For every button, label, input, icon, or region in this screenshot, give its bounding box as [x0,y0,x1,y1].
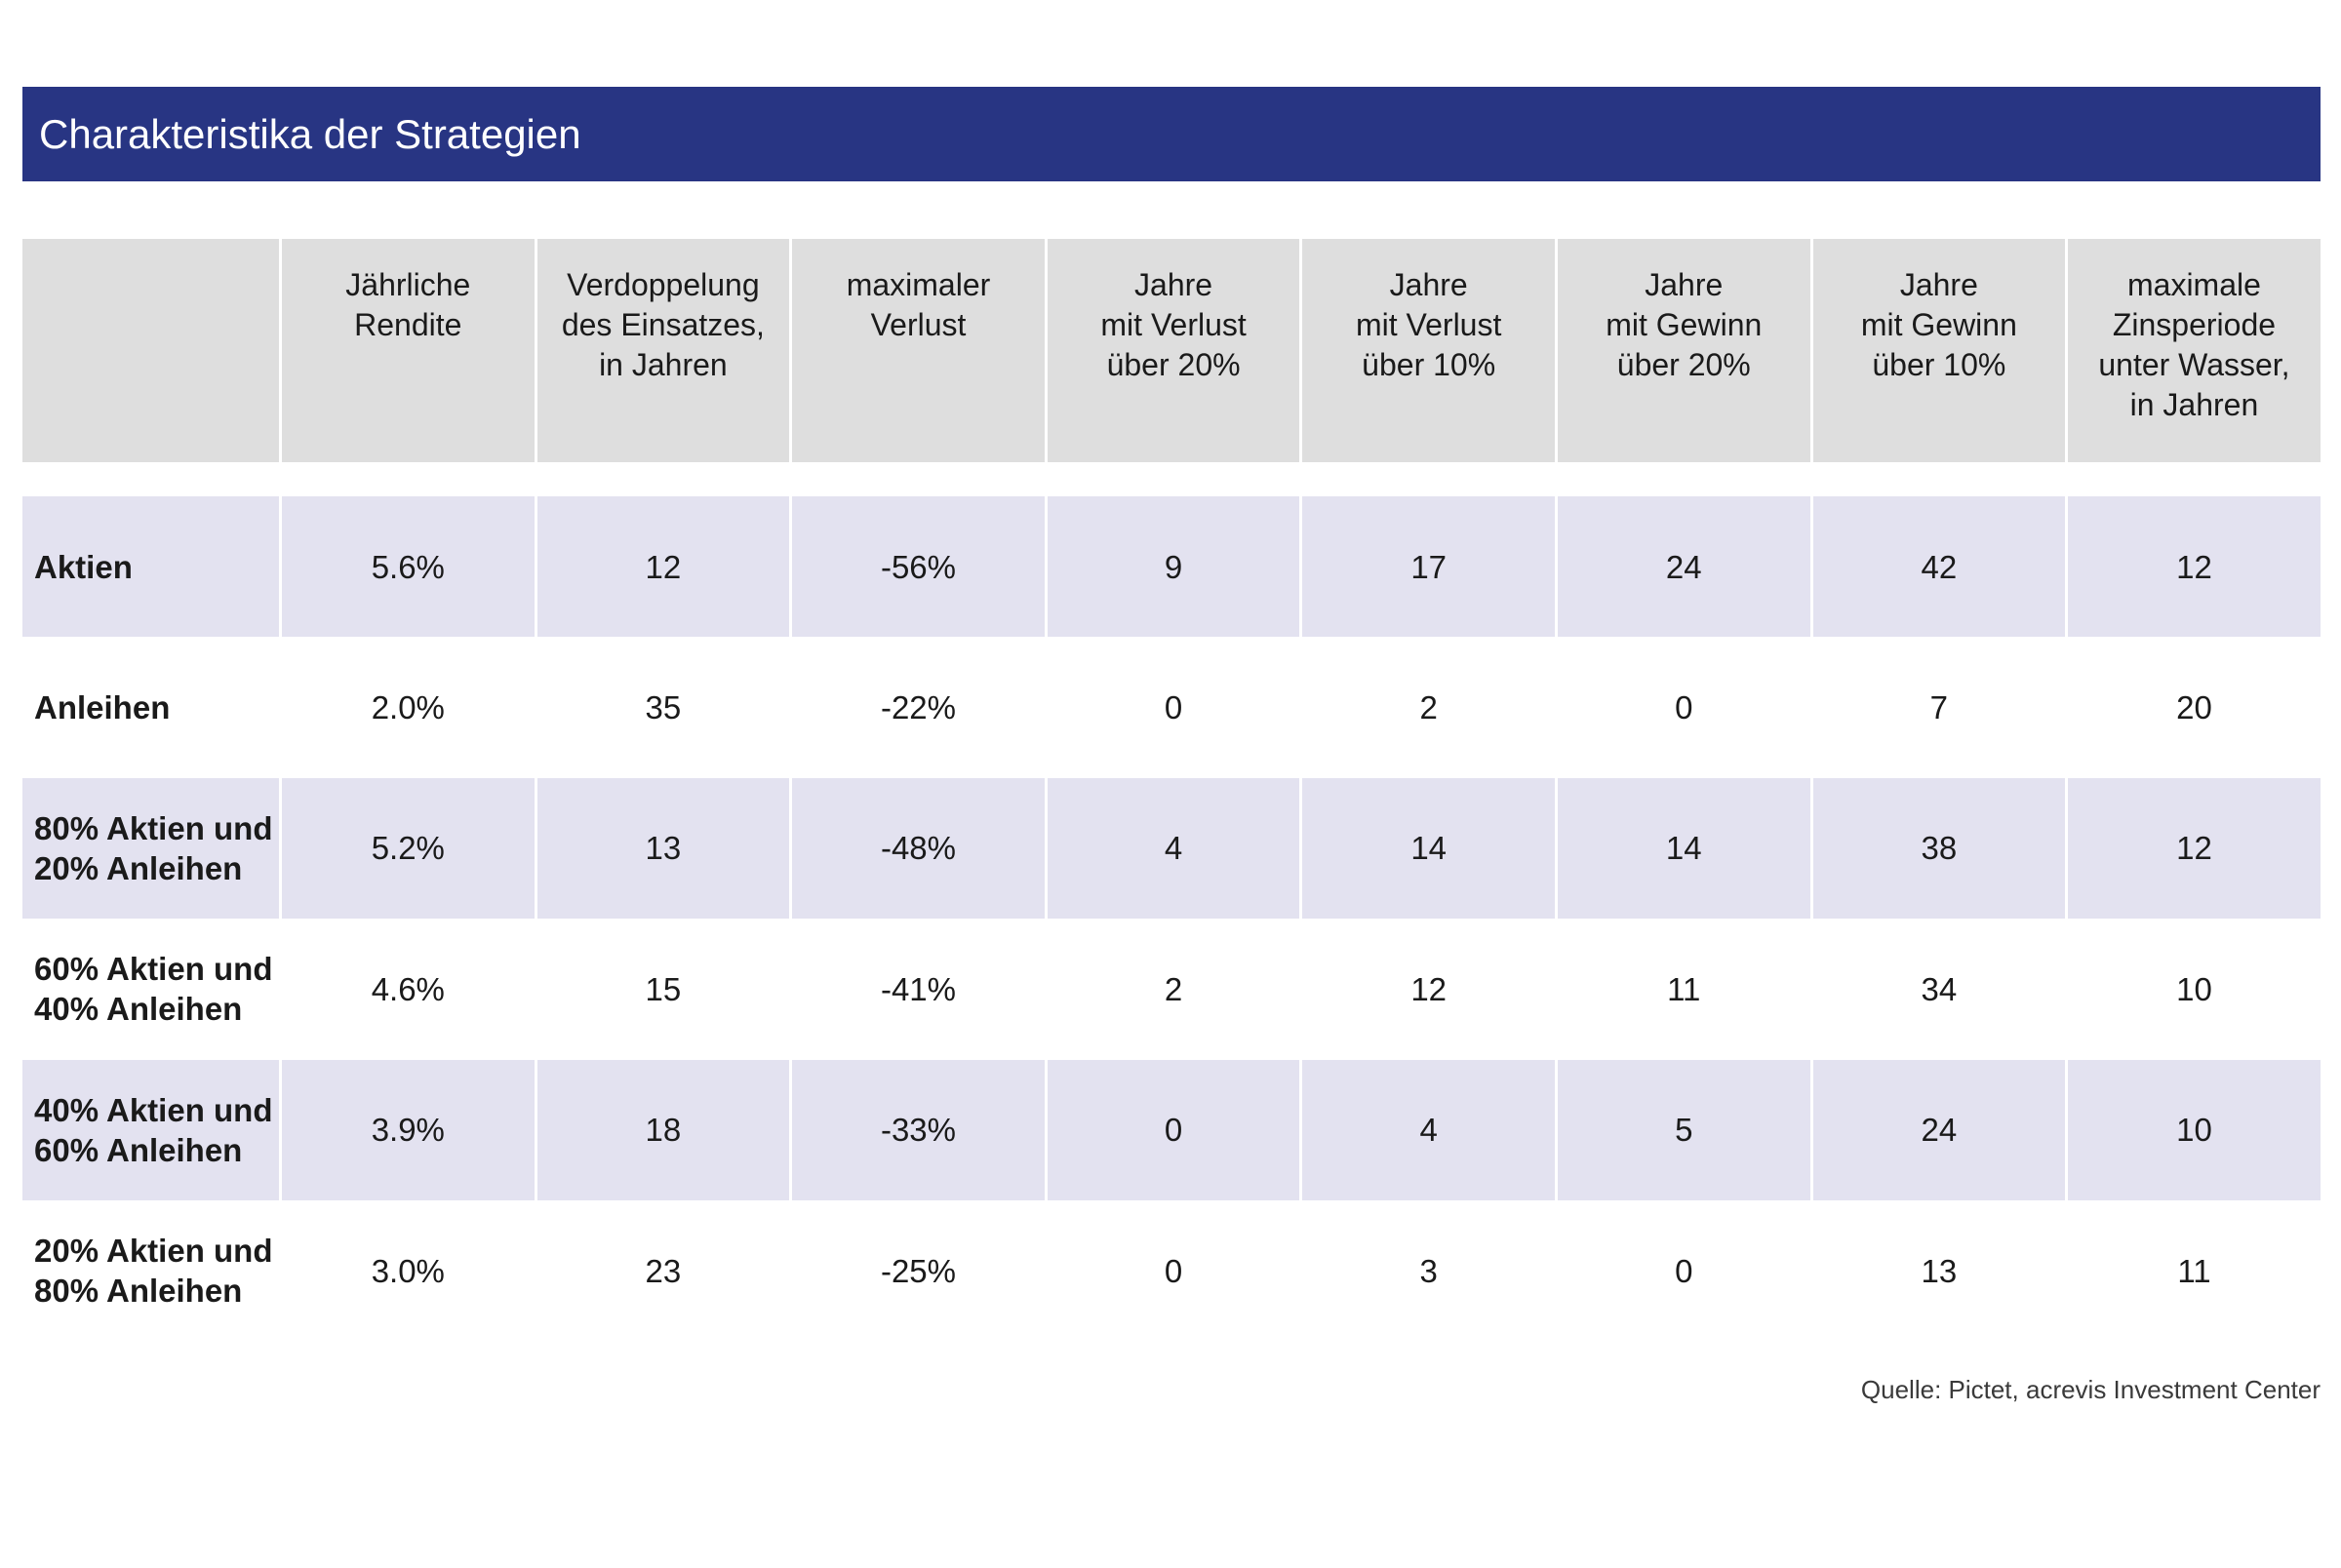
table-cell: 17 [1299,496,1555,638]
table-cell: 14 [1299,777,1555,920]
column-header: maximale Zinsperiode unter Wasser, in Ja… [2065,239,2321,462]
table-cell: -22% [789,637,1045,778]
table-row: Aktien 5.6% 12 -56% 9 17 24 42 12 [22,496,2321,638]
table-cell: 7 [1809,637,2066,778]
header-spacer [22,462,2321,496]
table-title-bar: Charakteristika der Strategien [22,87,2321,181]
table-cell: 24 [1809,1059,2066,1200]
table-cell: 0 [1554,1199,1810,1342]
table-cell: 34 [1809,919,2066,1060]
table-cell: 23 [534,1199,790,1342]
table-cell: 3.9% [279,1059,535,1200]
table-cell: 42 [1809,496,2066,638]
table-cell: -25% [789,1199,1045,1342]
column-header: Jährliche Rendite [279,239,535,462]
table-cell: 9 [1044,496,1300,638]
table-cell: 4 [1299,1059,1555,1200]
table-cell: 4 [1044,777,1300,920]
column-header: Jahre mit Verlust über 20% [1044,239,1300,462]
table-cell: -56% [789,496,1045,638]
table-cell: -48% [789,777,1045,920]
header-corner-cell [22,239,279,462]
table-cell: 12 [534,496,790,638]
table-cell: 20 [2065,637,2321,778]
row-label: Aktien [22,496,279,638]
column-header: Jahre mit Gewinn über 20% [1554,239,1810,462]
table-row: Anleihen 2.0% 35 -22% 0 2 0 7 20 [22,637,2321,778]
row-label: 20% Aktien und 80% Anleihen [34,1233,273,1310]
table-cell: -41% [789,919,1045,1060]
table-cell: 10 [2065,919,2321,1060]
table-cell: 0 [1044,1059,1300,1200]
table-title: Charakteristika der Strategien [39,110,581,157]
column-header: Verdoppelung des Einsatzes, in Jahren [534,239,790,462]
table-cell: 2 [1044,919,1300,1060]
table-cell: 0 [1554,637,1810,778]
column-header: Jahre mit Verlust über 10% [1299,239,1555,462]
table-cell: 5.2% [279,777,535,920]
table-cell: 3 [1299,1199,1555,1342]
table-cell: 35 [534,637,790,778]
table-cell: 18 [534,1059,790,1200]
source-note: Quelle: Pictet, acrevis Investment Cente… [1860,1375,2321,1404]
table-cell: 4.6% [279,919,535,1060]
table-cell: 12 [2065,496,2321,638]
column-header: maximaler Verlust [789,239,1045,462]
table-cell: 13 [534,777,790,920]
table-cell: 38 [1809,777,2066,920]
table-cell: -33% [789,1059,1045,1200]
table-cell: 13 [1809,1199,2066,1342]
table-row: 20% Aktien und 80% Anleihen 3.0% 23 -25% 0 3 0… [22,1199,2321,1342]
table-cell: 2 [1299,637,1555,778]
row-label: 60% Aktien und 40% Anleihen [34,951,273,1028]
table-row: 80% Aktien und 20% Anleihen 5.2% 13 -48% 4 14… [22,777,2321,920]
table-cell: 0 [1044,637,1300,778]
table-cell: 11 [2065,1199,2321,1342]
table-cell: 0 [1044,1199,1300,1342]
table-header-row: Jährliche Rendite Verdoppelung des Einsat… [22,239,2321,462]
table-cell: 12 [2065,777,2321,920]
row-label: 80% Aktien und 20% Anleihen [22,777,279,920]
table-cell: 5 [1554,1059,1810,1200]
table-cell: 11 [1554,919,1810,1060]
row-label: 40% Aktien und 60% Anleihen [22,1059,279,1200]
table-cell: 10 [2065,1059,2321,1200]
table-cell: 12 [1299,919,1555,1060]
table-cell: 14 [1554,777,1810,920]
table-cell: 5.6% [279,496,535,638]
row-label: Anleihen [34,689,171,726]
table-row: 60% Aktien und 40% Anleihen 4.6% 15 -41% 2 12… [22,919,2321,1060]
table-cell: 2.0% [279,637,535,778]
table-cell: 15 [534,919,790,1060]
table-row: 40% Aktien und 60% Anleihen 3.9% 18 -33% 0 4 5… [22,1059,2321,1200]
strategy-table: Jährliche Rendite Verdoppelung des Einsat… [22,239,2321,1342]
column-header: Jahre mit Gewinn über 10% [1809,239,2066,462]
table-cell: 3.0% [279,1199,535,1342]
table-cell: 24 [1554,496,1810,638]
